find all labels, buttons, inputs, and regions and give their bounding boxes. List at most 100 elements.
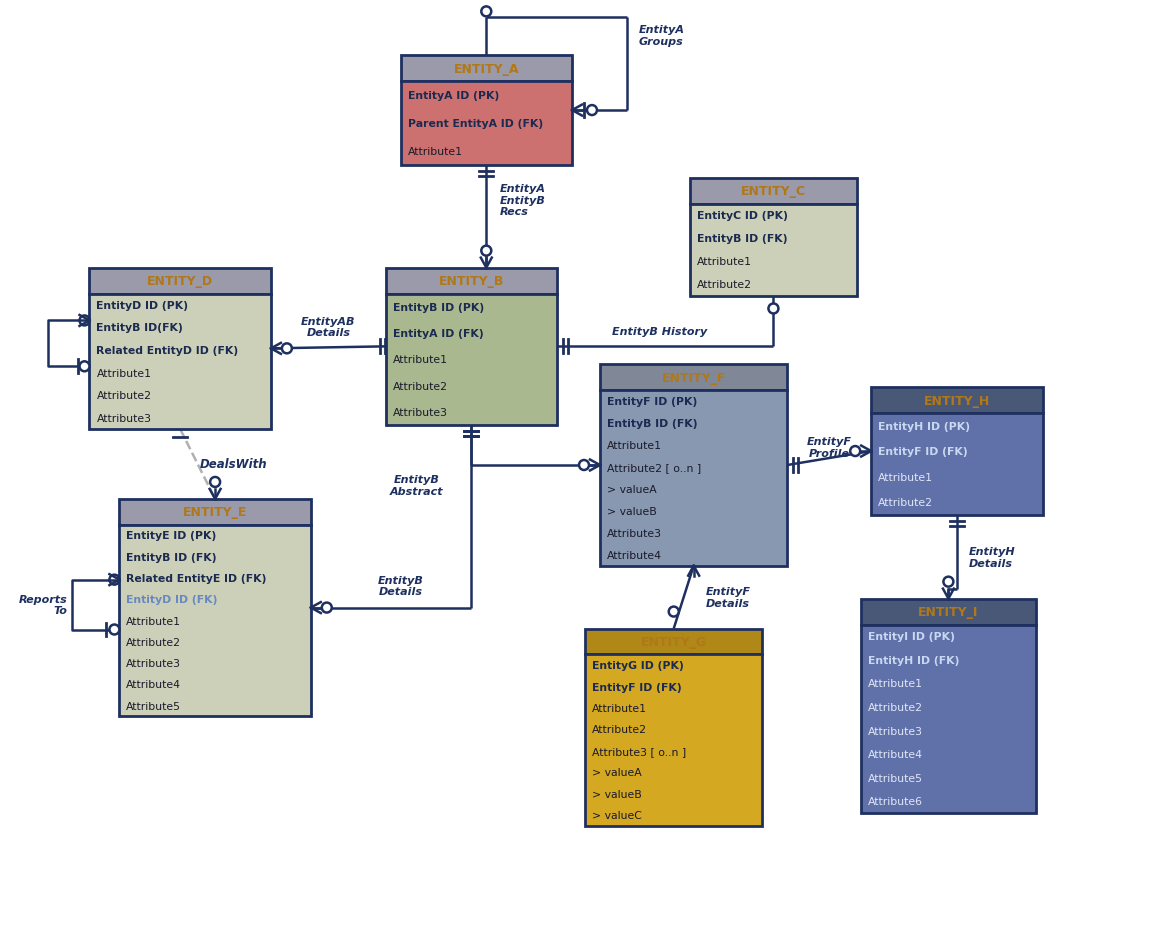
Text: ENTITY_C: ENTITY_C <box>741 185 806 198</box>
Circle shape <box>769 304 778 314</box>
Text: EntityAB
Details: EntityAB Details <box>301 316 355 337</box>
Text: EntityH
Details: EntityH Details <box>968 546 1015 568</box>
Text: EntityA
EntityB
Recs: EntityA EntityB Recs <box>500 184 547 217</box>
Text: EntityG ID (PK): EntityG ID (PK) <box>592 660 683 670</box>
Text: DealsWith: DealsWith <box>200 458 267 471</box>
Text: ENTITY_F: ENTITY_F <box>661 372 725 385</box>
Circle shape <box>322 603 332 613</box>
Bar <box>861 625 1036 813</box>
Text: Attribute1: Attribute1 <box>392 355 447 365</box>
Text: EntityB ID (FK): EntityB ID (FK) <box>696 234 787 244</box>
Circle shape <box>110 575 119 585</box>
Text: EntityF ID (FK): EntityF ID (FK) <box>878 447 968 457</box>
Circle shape <box>281 344 292 354</box>
Text: Attribute1: Attribute1 <box>607 440 662 451</box>
Bar <box>385 268 557 294</box>
Bar <box>90 294 271 429</box>
Text: Reports
To: Reports To <box>19 594 68 616</box>
Text: EntityD ID (FK): EntityD ID (FK) <box>126 594 217 604</box>
Text: Attribute1: Attribute1 <box>592 704 647 713</box>
Text: EntityI ID (PK): EntityI ID (PK) <box>868 631 955 641</box>
Text: Attribute1: Attribute1 <box>126 616 181 626</box>
Circle shape <box>669 607 679 616</box>
Text: Attribute2: Attribute2 <box>878 498 933 508</box>
Text: Attribute3: Attribute3 <box>97 413 152 424</box>
Bar <box>119 500 311 526</box>
Text: Attribute2: Attribute2 <box>696 280 752 290</box>
Text: EntityD ID (PK): EntityD ID (PK) <box>97 300 188 311</box>
Text: Attribute2: Attribute2 <box>592 725 647 735</box>
Bar <box>600 365 787 391</box>
Bar <box>401 57 572 83</box>
Circle shape <box>79 316 90 326</box>
Text: Attribute2: Attribute2 <box>392 381 447 391</box>
Circle shape <box>110 625 119 635</box>
Text: ENTITY_H: ENTITY_H <box>924 394 990 407</box>
Text: EntityB
Abstract: EntityB Abstract <box>390 475 444 496</box>
Text: EntityB History: EntityB History <box>612 327 707 337</box>
Text: EntityH ID (PK): EntityH ID (PK) <box>878 422 971 431</box>
Text: > valueC: > valueC <box>592 810 642 820</box>
Text: EntityB ID (FK): EntityB ID (FK) <box>126 552 217 562</box>
Text: Attribute3: Attribute3 <box>392 408 447 417</box>
Text: Attribute2: Attribute2 <box>97 391 152 400</box>
Text: EntityF ID (PK): EntityF ID (PK) <box>607 397 697 407</box>
Bar <box>585 654 763 826</box>
Text: ENTITY_A: ENTITY_A <box>453 63 519 76</box>
Text: EntityC ID (PK): EntityC ID (PK) <box>696 211 787 221</box>
Text: Attribute3: Attribute3 <box>607 528 662 539</box>
Bar <box>861 599 1036 625</box>
Circle shape <box>481 7 492 18</box>
Text: ENTITY_I: ENTITY_I <box>918 605 979 618</box>
Text: Attribute4: Attribute4 <box>607 550 662 560</box>
Text: ENTITY_E: ENTITY_E <box>183 506 248 519</box>
Text: Attribute1: Attribute1 <box>878 472 933 482</box>
Text: > valueB: > valueB <box>592 789 641 799</box>
Bar <box>600 391 787 566</box>
Bar <box>401 83 572 166</box>
Text: Attribute4: Attribute4 <box>868 749 923 759</box>
Text: Attribute5: Attribute5 <box>868 773 923 782</box>
Text: EntityF
Profile: EntityF Profile <box>807 437 851 458</box>
Text: Parent EntityA ID (FK): Parent EntityA ID (FK) <box>408 119 543 129</box>
Text: Attribute2: Attribute2 <box>126 637 181 647</box>
Text: EntityE ID (PK): EntityE ID (PK) <box>126 531 216 540</box>
Text: EntityF ID (FK): EntityF ID (FK) <box>592 682 682 692</box>
Text: Attribute3 [ o..n ]: Attribute3 [ o..n ] <box>592 746 687 756</box>
Text: EntityB ID(FK): EntityB ID(FK) <box>97 323 183 333</box>
Bar <box>585 629 763 654</box>
Text: EntityA ID (FK): EntityA ID (FK) <box>392 329 484 338</box>
Bar <box>385 294 557 425</box>
Text: Related EntityE ID (FK): Related EntityE ID (FK) <box>126 574 266 583</box>
Text: Attribute1: Attribute1 <box>868 679 923 689</box>
Text: Attribute3: Attribute3 <box>126 658 181 668</box>
Text: > valueB: > valueB <box>607 506 656 516</box>
Bar <box>689 179 857 205</box>
Text: Attribute1: Attribute1 <box>696 257 752 267</box>
Text: EntityB ID (PK): EntityB ID (PK) <box>392 302 484 312</box>
Text: Attribute5: Attribute5 <box>126 701 181 711</box>
Text: EntityA
Groups: EntityA Groups <box>639 25 684 47</box>
Text: ENTITY_D: ENTITY_D <box>147 274 214 287</box>
Text: Attribute3: Attribute3 <box>868 726 923 736</box>
Text: EntityF
Details: EntityF Details <box>705 587 751 608</box>
Bar <box>871 413 1043 515</box>
Bar <box>90 268 271 294</box>
Text: Attribute1: Attribute1 <box>97 368 152 378</box>
Circle shape <box>588 106 597 116</box>
Bar <box>119 526 311 717</box>
Text: EntityB
Details: EntityB Details <box>378 576 424 597</box>
Text: ENTITY_G: ENTITY_G <box>641 635 707 648</box>
Text: Attribute1: Attribute1 <box>408 146 463 157</box>
Text: Attribute4: Attribute4 <box>126 679 181 690</box>
Text: EntityH ID (FK): EntityH ID (FK) <box>868 655 960 666</box>
Circle shape <box>579 461 589 471</box>
Circle shape <box>481 247 492 257</box>
Text: Attribute6: Attribute6 <box>868 796 923 806</box>
Bar <box>689 205 857 297</box>
Text: > valueA: > valueA <box>592 768 641 778</box>
Text: Attribute2 [ o..n ]: Attribute2 [ o..n ] <box>607 463 701 473</box>
Text: > valueA: > valueA <box>607 485 656 494</box>
Bar <box>871 387 1043 413</box>
Circle shape <box>79 362 90 372</box>
